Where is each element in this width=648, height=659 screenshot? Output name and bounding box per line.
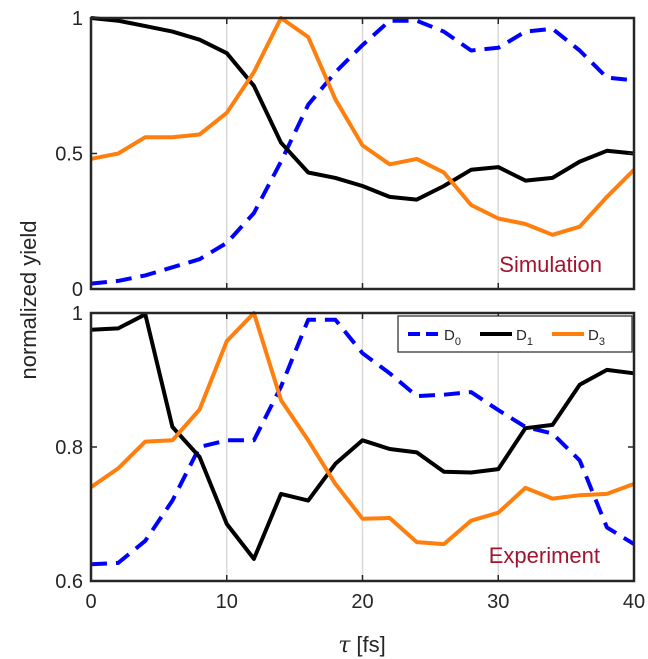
x-tick-label: 20 xyxy=(351,591,373,613)
x-axis-label: τ [fs] xyxy=(338,632,386,658)
legend-label-d0: D0 xyxy=(444,327,461,348)
x-axis-symbol: τ xyxy=(338,633,351,658)
experiment-panel: 0 10 20 30 40 0.6 0.8 1 Experiment D0 D1 D3 xyxy=(55,303,645,613)
legend-label-d3: D3 xyxy=(588,327,605,348)
legend: D0 D1 D3 xyxy=(397,315,633,353)
y-tick-label: 1 xyxy=(72,303,83,325)
x-tick-label: 30 xyxy=(487,591,509,613)
series-line-d0 xyxy=(90,18,635,286)
y-axis-label: normalized yield xyxy=(16,221,41,380)
series-line-d1 xyxy=(90,16,635,202)
y-tick-label: 0.5 xyxy=(55,144,83,166)
series-line-d3 xyxy=(89,311,635,547)
x-axis-unit: [fs] xyxy=(356,632,385,657)
y-tick-label: 0.8 xyxy=(55,437,83,459)
simulation-panel: 0 0.5 1 Simulation xyxy=(55,8,636,301)
series-line-d0 xyxy=(90,317,636,567)
panel-annotation: Simulation xyxy=(499,252,602,277)
y-tick-label: 1 xyxy=(72,8,83,30)
series-line-d1 xyxy=(90,312,635,561)
series-line-d3 xyxy=(90,16,636,237)
y-tick-label: 0 xyxy=(72,279,83,301)
legend-label-d1: D1 xyxy=(516,327,533,348)
x-tick-label: 10 xyxy=(216,591,238,613)
y-tick-label: 0.6 xyxy=(55,571,83,593)
x-tick-label: 0 xyxy=(85,591,96,613)
panel-annotation: Experiment xyxy=(489,543,600,568)
x-tick-label: 40 xyxy=(623,591,645,613)
